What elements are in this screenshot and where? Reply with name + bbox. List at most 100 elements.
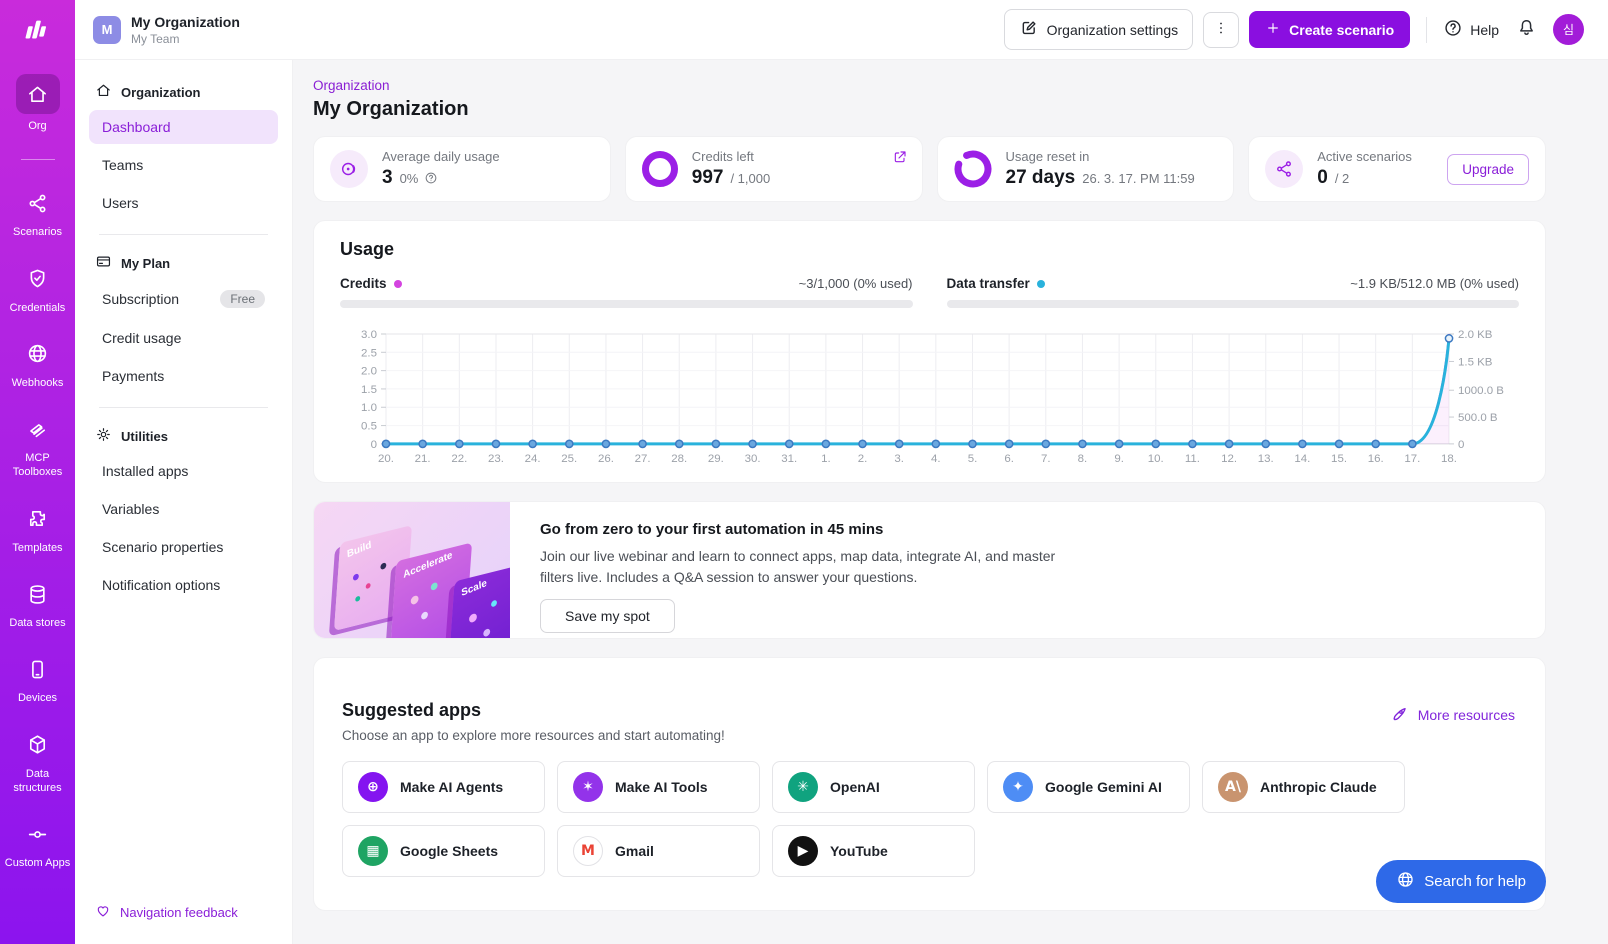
stat-card-credits-left: Credits left 997 / 1,000 <box>624 136 923 202</box>
app-card-youtube[interactable]: ▶ YouTube <box>772 824 975 877</box>
rail-item-credentials[interactable]: Credentials <box>3 262 73 315</box>
rail-item-custom-apps[interactable]: Custom Apps <box>3 817 73 870</box>
gear-icon <box>95 426 112 446</box>
svg-text:31.: 31. <box>781 453 797 465</box>
svg-text:2.0: 2.0 <box>361 366 377 378</box>
rail-item-label: MCP Toolboxes <box>12 452 63 479</box>
webinar-banner: Build Accelerate Scale Go from zero to y… <box>313 500 1546 639</box>
globe-icon <box>1396 870 1415 893</box>
notifications-bell-button[interactable] <box>1509 17 1543 43</box>
usage-panel: Usage Credits ~3/1,000 (0% used) <box>313 220 1546 483</box>
svg-text:0.5: 0.5 <box>361 421 377 433</box>
kebab-icon <box>1212 19 1230 40</box>
help-link[interactable]: Help <box>1443 18 1499 41</box>
heart-icon <box>95 903 111 922</box>
sidebar-item-installed-apps[interactable]: Installed apps <box>89 454 278 488</box>
rail-item-mcp-toolboxes[interactable]: MCP Toolboxes <box>3 412 73 480</box>
rail-item-scenarios[interactable]: Scenarios <box>3 186 73 239</box>
svg-text:500.0 B: 500.0 B <box>1458 412 1498 424</box>
sidebar-item-variables[interactable]: Variables <box>89 492 278 526</box>
sidebar-item-label: Dashboard <box>102 119 171 135</box>
make-logo[interactable] <box>0 0 75 60</box>
credits-usage-value: ~3/1,000 (0% used) <box>798 276 913 291</box>
svg-text:22.: 22. <box>451 453 467 465</box>
sidebar-item-label: Scenario properties <box>102 539 224 555</box>
app-card-google-sheets[interactable]: ▦ Google Sheets <box>342 824 545 877</box>
rail-item-label: Data structures <box>13 767 62 794</box>
org-switcher[interactable]: M My Organization My Team <box>93 14 240 46</box>
rail-item-data-structures[interactable]: Data structures <box>3 728 73 796</box>
question-circle-icon[interactable] <box>424 172 438 188</box>
main-content: Organization My Organization Average dai… <box>293 60 1608 944</box>
stat-value: 997 <box>691 167 724 188</box>
app-card-make-ai-agents[interactable]: ⊕ Make AI Agents <box>342 760 545 813</box>
stat-label: Active scenarios <box>1317 149 1412 164</box>
user-avatar[interactable]: 심 <box>1553 14 1584 45</box>
app-name: Anthropic Claude <box>1260 778 1377 795</box>
usage-chart: 0 0.5 1.0 1.5 2.0 2.5 3.0 0 500.0 B 1000.0 B 1.5 K… <box>340 320 1519 472</box>
external-link-icon[interactable] <box>892 149 908 170</box>
rocket-icon <box>1390 704 1409 726</box>
sidebar-item-dashboard[interactable]: Dashboard <box>89 110 278 144</box>
sidebar-item-credit-usage[interactable]: Credit usage <box>89 321 278 355</box>
app-name: YouTube <box>830 842 888 859</box>
app-card-make-ai-tools[interactable]: ✶ Make AI Tools <box>557 760 760 813</box>
usage-title: Usage <box>340 239 395 259</box>
rail-item-templates[interactable]: Templates <box>3 502 73 555</box>
sidebar-item-users[interactable]: Users <box>89 186 278 220</box>
puzzle-icon <box>18 502 58 536</box>
search-for-help-button[interactable]: Search for help <box>1376 860 1546 903</box>
app-card-anthropic-claude[interactable]: A\ Anthropic Claude <box>1202 760 1405 813</box>
save-my-spot-button[interactable]: Save my spot <box>540 598 675 633</box>
rail-item-org[interactable]: Org <box>3 74 73 133</box>
settings-sidebar: Organization Dashboard Teams Users My Plan Su… <box>75 60 293 944</box>
rail-item-label: Custom Apps <box>4 857 71 870</box>
transfer-dot-icon <box>1036 279 1045 288</box>
more-actions-button[interactable] <box>1203 11 1240 48</box>
stat-card-average-daily-usage: Average daily usage 3 0% <box>313 136 611 202</box>
upgrade-button[interactable]: Upgrade <box>1447 153 1529 185</box>
stat-suffix: 26. 3. 17. PM 11:59 <box>1082 171 1195 186</box>
organization-settings-button[interactable]: Organization settings <box>1003 9 1194 50</box>
sidebar-item-scenario-properties[interactable]: Scenario properties <box>89 530 278 564</box>
webinar-title: Go from zero to your first automation in… <box>540 520 884 538</box>
svg-text:26.: 26. <box>598 453 614 465</box>
svg-text:16.: 16. <box>1368 453 1384 465</box>
rail-item-data-stores[interactable]: Data stores <box>3 577 73 630</box>
app-card-openai[interactable]: ✳ OpenAI <box>772 760 975 813</box>
rail-item-label: Credentials <box>9 301 66 314</box>
svg-text:1.5: 1.5 <box>361 384 377 396</box>
svg-text:0: 0 <box>371 439 377 451</box>
sidebar-item-notification-options[interactable]: Notification options <box>89 568 278 602</box>
pulse-icon <box>330 150 368 188</box>
svg-text:1.: 1. <box>821 453 831 465</box>
transfer-usage-column: Data transfer ~1.9 KB/512.0 MB (0% used) <box>946 276 1519 308</box>
rail-item-label: Webhooks <box>11 376 64 389</box>
svg-text:2.0 KB: 2.0 KB <box>1458 329 1493 341</box>
app-card-gmail[interactable]: M Gmail <box>557 824 760 877</box>
pencil-square-icon <box>1019 18 1039 41</box>
sidebar-section-title-my-plan: My Plan <box>89 253 278 273</box>
data-transfer-label: Data transfer <box>947 276 1045 291</box>
rail-item-devices[interactable]: Devices <box>3 652 73 705</box>
svg-text:3.0: 3.0 <box>361 329 377 341</box>
plus-icon <box>1265 20 1281 39</box>
rail-item-label: Templates <box>12 541 63 554</box>
webinar-illustration: Build Accelerate Scale <box>314 501 510 638</box>
org-avatar: M <box>93 15 121 44</box>
credits-usage-column: Credits ~3/1,000 (0% used) <box>340 276 913 308</box>
sidebar-item-payments[interactable]: Payments <box>89 359 278 393</box>
create-scenario-button[interactable]: Create scenario <box>1249 11 1411 48</box>
sidebar-divider <box>99 407 268 408</box>
more-resources-link[interactable]: More resources <box>1390 704 1515 726</box>
rail-item-webhooks[interactable]: Webhooks <box>3 337 73 390</box>
openai-icon: ✳ <box>788 771 818 802</box>
navigation-feedback-link[interactable]: Navigation feedback <box>89 895 278 930</box>
sidebar-item-label: Credit usage <box>102 330 182 346</box>
svg-text:13.: 13. <box>1258 453 1274 465</box>
sidebar-item-teams[interactable]: Teams <box>89 148 278 182</box>
make-ai-tools-icon: ✶ <box>573 771 603 802</box>
breadcrumb[interactable]: Organization <box>313 78 390 93</box>
sidebar-item-subscription[interactable]: Subscription Free <box>89 281 278 317</box>
app-card-google-gemini-ai[interactable]: ✦ Google Gemini AI <box>987 760 1190 813</box>
